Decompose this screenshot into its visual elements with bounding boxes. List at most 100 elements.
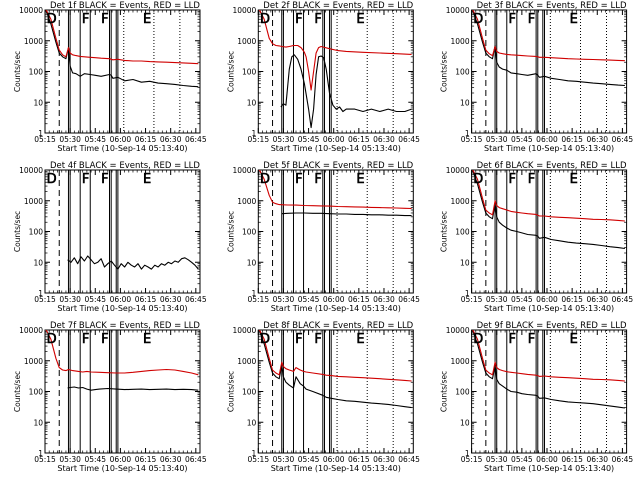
region-label: F <box>82 172 89 187</box>
region-label: F <box>295 172 302 187</box>
y-tick-label: 10000 <box>446 166 470 175</box>
x-tick-label: 06:45 <box>398 295 420 304</box>
y-axis-label: Counts/sec <box>226 51 235 92</box>
x-tick-label: 05:15 <box>34 295 56 304</box>
y-tick-label: 100 <box>455 388 470 397</box>
events-series-line <box>280 54 412 129</box>
y-tick-label: 1 <box>38 289 43 298</box>
region-label: D <box>473 172 483 187</box>
y-tick-label: 10000 <box>19 6 43 15</box>
region-label: F <box>508 12 515 27</box>
x-tick-label: 05:45 <box>298 135 320 144</box>
y-tick-label: 1000 <box>24 37 43 46</box>
x-tick-label: 06:00 <box>536 135 558 144</box>
x-tick-label: 05:30 <box>486 455 508 464</box>
region-label: D <box>47 332 57 347</box>
x-tick-label: 06:30 <box>586 455 608 464</box>
x-tick-label: 05:30 <box>486 295 508 304</box>
x-tick-label: 06:15 <box>348 455 370 464</box>
y-tick-label: 10 <box>33 258 43 267</box>
x-tick-label: 05:30 <box>273 455 295 464</box>
x-tick-label: 06:00 <box>536 295 558 304</box>
x-axis-label: Start Time (10-Sep-14 05:13:40) <box>484 464 614 473</box>
region-label: F <box>82 12 89 27</box>
x-axis-label: Start Time (10-Sep-14 05:13:40) <box>271 144 401 153</box>
y-tick-label: 100 <box>242 228 257 237</box>
x-tick-label: 06:00 <box>323 295 345 304</box>
chart-panel: Det 7f BLACK = Events, RED = LLD 1 10 100 10… <box>13 321 207 473</box>
lld-series-line <box>258 10 412 91</box>
lld-series-line <box>258 170 412 210</box>
region-label: F <box>314 172 321 187</box>
y-tick-label: 10 <box>460 98 470 107</box>
events-series-line <box>258 330 412 409</box>
region-label: E <box>356 332 364 347</box>
y-tick-label: 10000 <box>446 6 470 15</box>
x-tick-label: 05:30 <box>59 455 81 464</box>
chart-title: Det 8f BLACK = Events, RED = LLD <box>263 321 413 331</box>
chart-title: Det 3f BLACK = Events, RED = LLD <box>477 1 627 11</box>
x-tick-label: 05:15 <box>461 135 483 144</box>
x-tick-label: 05:45 <box>298 295 320 304</box>
y-tick-label: 1000 <box>451 37 470 46</box>
region-label: F <box>101 172 108 187</box>
chart-title: Det 6f BLACK = Events, RED = LLD <box>477 161 627 171</box>
y-tick-label: 10 <box>247 418 257 427</box>
x-tick-label: 06:15 <box>348 135 370 144</box>
region-label: E <box>356 172 364 187</box>
region-label: D <box>473 332 483 347</box>
y-axis-label: Counts/sec <box>226 371 235 412</box>
lld-series-line <box>45 10 199 65</box>
x-axis-label: Start Time (10-Sep-14 05:13:40) <box>57 144 187 153</box>
x-axis-label: Start Time (10-Sep-14 05:13:40) <box>484 144 614 153</box>
chart-panel: Det 8f BLACK = Events, RED = LLD 1 10 100 10… <box>226 321 420 473</box>
x-tick-label: 06:00 <box>110 295 132 304</box>
x-tick-label: 05:15 <box>34 135 56 144</box>
events-series-line <box>471 10 625 87</box>
lld-series-line <box>472 330 625 382</box>
x-tick-label: 05:15 <box>34 455 56 464</box>
region-label: D <box>260 172 270 187</box>
x-tick-label: 06:45 <box>185 295 207 304</box>
y-tick-label: 1 <box>252 129 257 138</box>
events-series-line <box>45 10 199 88</box>
chart-title: Det 4f BLACK = Events, RED = LLD <box>50 161 200 171</box>
events-series-line <box>281 212 412 217</box>
x-tick-label: 06:15 <box>561 295 583 304</box>
y-tick-label: 1000 <box>237 357 256 366</box>
x-tick-label: 06:45 <box>398 135 420 144</box>
region-label: F <box>295 12 302 27</box>
region-label: F <box>314 12 321 27</box>
y-tick-label: 10 <box>247 98 257 107</box>
y-tick-label: 1 <box>38 449 43 458</box>
x-tick-label: 05:30 <box>59 135 81 144</box>
x-tick-label: 06:45 <box>185 135 207 144</box>
events-series-line <box>67 386 199 391</box>
x-tick-label: 06:15 <box>348 295 370 304</box>
x-tick-label: 05:15 <box>247 135 269 144</box>
lld-series-line <box>258 330 412 382</box>
y-tick-label: 1 <box>252 289 257 298</box>
x-tick-label: 06:45 <box>185 455 207 464</box>
chart-panel: Det 4f BLACK = Events, RED = LLD 1 10 100 10… <box>13 161 207 313</box>
y-tick-label: 1 <box>465 289 470 298</box>
x-tick-label: 06:15 <box>561 135 583 144</box>
x-axis-label: Start Time (10-Sep-14 05:13:40) <box>271 304 401 313</box>
x-tick-label: 06:00 <box>323 455 345 464</box>
y-tick-label: 1 <box>465 449 470 458</box>
y-tick-label: 100 <box>29 68 44 77</box>
y-tick-label: 1 <box>252 449 257 458</box>
y-tick-label: 10000 <box>19 326 43 335</box>
y-tick-label: 1000 <box>237 37 256 46</box>
y-axis-label: Counts/sec <box>226 211 235 252</box>
region-label: F <box>508 332 515 347</box>
chart-panel: Det 1f BLACK = Events, RED = LLD 1 10 100 10… <box>13 1 207 153</box>
region-label: D <box>260 12 270 27</box>
x-axis-label: Start Time (10-Sep-14 05:13:40) <box>57 464 187 473</box>
chart-panel: Det 9f BLACK = Events, RED = LLD 1 10 100 10… <box>440 321 634 473</box>
x-tick-label: 06:30 <box>373 455 395 464</box>
x-tick-label: 05:15 <box>247 295 269 304</box>
y-tick-label: 1000 <box>24 197 43 206</box>
